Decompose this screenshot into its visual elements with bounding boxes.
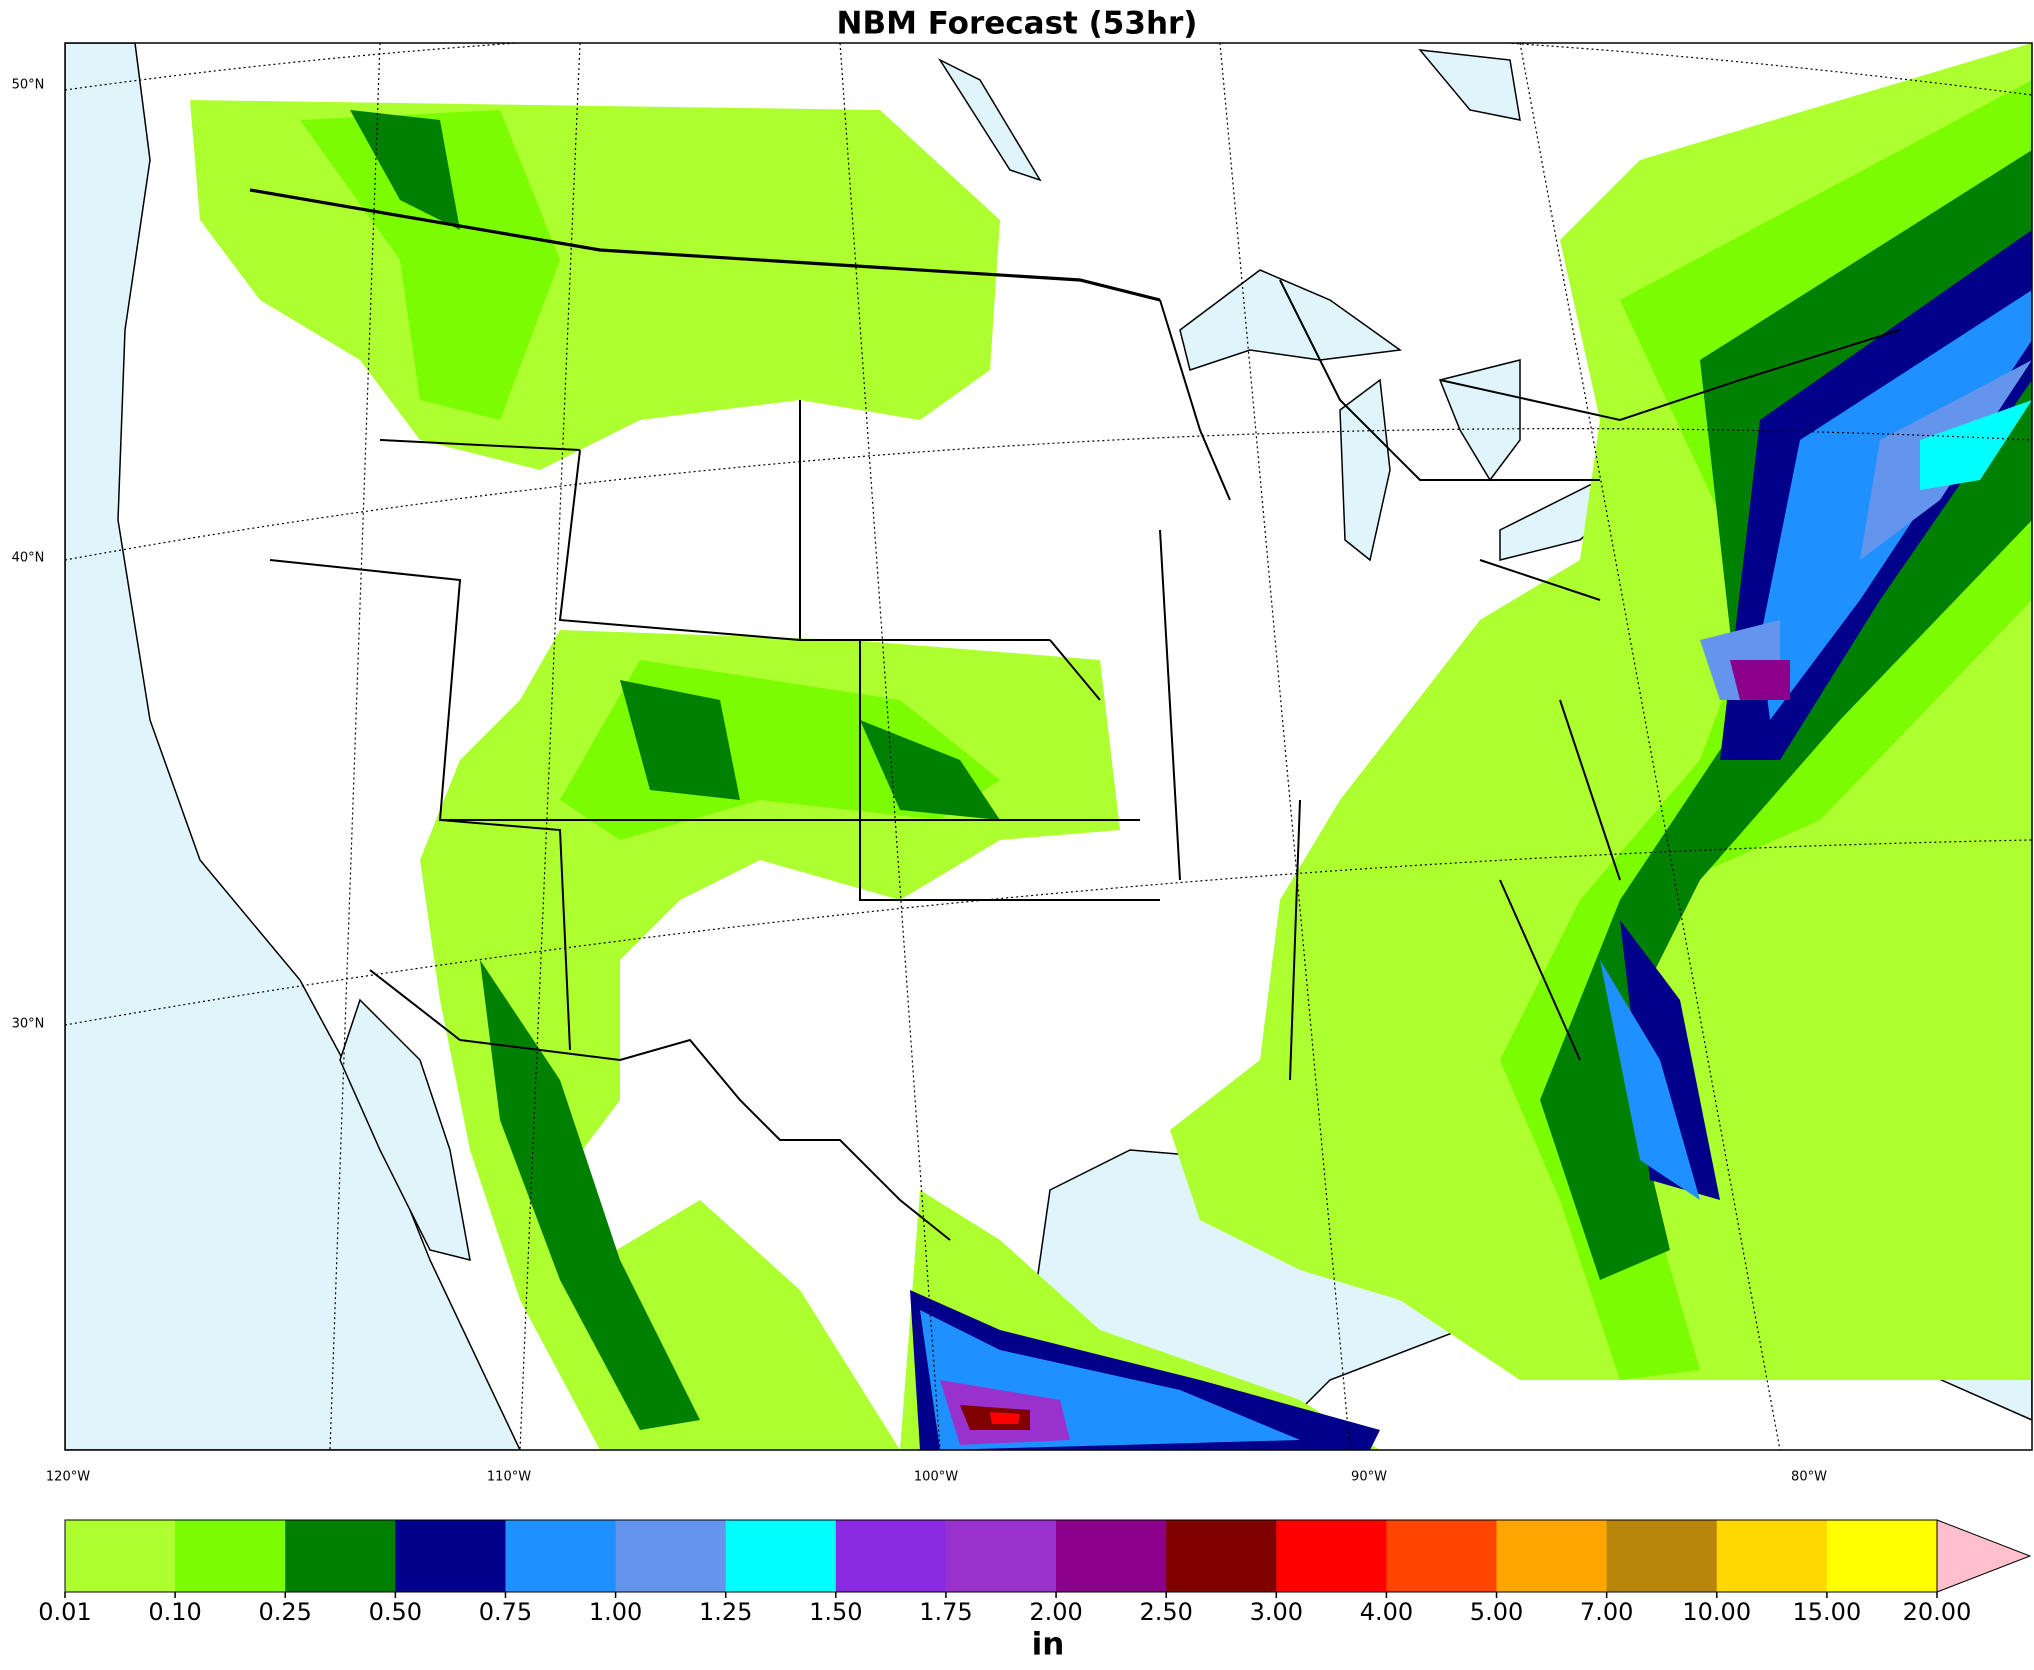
colorbar-tick-label: 0.50	[369, 1598, 422, 1626]
colorbar-bin	[1606, 1520, 1718, 1592]
lat-label: 40°N	[12, 551, 45, 566]
map	[65, 43, 2032, 1450]
precipitation	[190, 43, 2032, 1450]
lon-label: 110°W	[487, 1470, 531, 1485]
gulf-of-california	[339, 998, 471, 1262]
colorbar-tick-label: 1.50	[809, 1598, 862, 1626]
colorbar-unit: in	[1032, 1627, 1065, 1663]
colorbar-extend	[1936, 1519, 2032, 1593]
colorbar-bin	[1826, 1520, 1938, 1592]
colorbar-bin	[1276, 1520, 1387, 1592]
colorbar-bin	[285, 1520, 396, 1592]
lat-label: 30°N	[12, 1017, 45, 1032]
colorbar-bin	[945, 1520, 1057, 1592]
colorbar-bin	[395, 1520, 506, 1592]
colorbar-bin	[175, 1520, 286, 1592]
boundaries	[249, 188, 1901, 1241]
colorbar-tick-label: 15.00	[1793, 1598, 1862, 1626]
colorbar-bin	[1386, 1520, 1498, 1592]
lon-label: 80°W	[1791, 1470, 1827, 1485]
colorbar-tick-label: 0.10	[148, 1598, 201, 1626]
colorbar-bin	[1166, 1520, 1277, 1592]
graticule	[65, 43, 2032, 1450]
colorbar-tick-label: 2.00	[1029, 1598, 1082, 1626]
colorbar-bin	[615, 1520, 727, 1592]
colorbar-tick-label: 1.00	[589, 1598, 642, 1626]
colorbar-tick-label: 5.00	[1470, 1598, 1523, 1626]
map-frame	[64, 42, 2033, 1451]
lon-label: 90°W	[1351, 1470, 1387, 1485]
pacific-ocean	[65, 43, 521, 1450]
colorbar-frame	[64, 1519, 1938, 1593]
colorbar-tick-label: 1.75	[919, 1598, 972, 1626]
lat-label: 50°N	[12, 78, 45, 93]
lon-label: 100°W	[914, 1470, 958, 1485]
colorbar-bin	[1496, 1520, 1608, 1592]
lon-label: 120°W	[46, 1470, 90, 1485]
colorbar-bin	[65, 1520, 176, 1592]
colorbar-tick-label: 3.00	[1250, 1598, 1303, 1626]
great-lakes	[1179, 269, 1703, 562]
colorbar-tick-label: 10.00	[1682, 1598, 1751, 1626]
colorbar-tick-label: 20.00	[1903, 1598, 1972, 1626]
colorbar-tick-label: 0.25	[259, 1598, 312, 1626]
colorbar-tick-label: 2.50	[1139, 1598, 1192, 1626]
colorbar-bin	[1716, 1520, 1828, 1592]
colorbar-tick-label: 0.75	[479, 1598, 532, 1626]
colorbar-tick-label: 1.25	[699, 1598, 752, 1626]
colorbar-bin	[505, 1520, 617, 1592]
lakes	[937, 49, 1521, 182]
colorbar-bin	[1056, 1520, 1167, 1592]
colorbar-tick-label: 7.00	[1580, 1598, 1633, 1626]
colorbar-bin	[835, 1520, 947, 1592]
colorbar-bin	[725, 1520, 837, 1592]
colorbar-tick-label: 0.01	[38, 1598, 91, 1626]
map-title: NBM Forecast (53hr)	[837, 6, 1198, 42]
colorbar-tick-label: 4.00	[1360, 1598, 1413, 1626]
